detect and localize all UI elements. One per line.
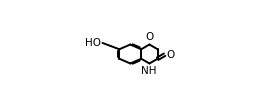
Text: O: O xyxy=(145,32,154,42)
Text: O: O xyxy=(167,50,175,60)
Text: HO: HO xyxy=(85,38,101,48)
Text: NH: NH xyxy=(141,66,156,76)
